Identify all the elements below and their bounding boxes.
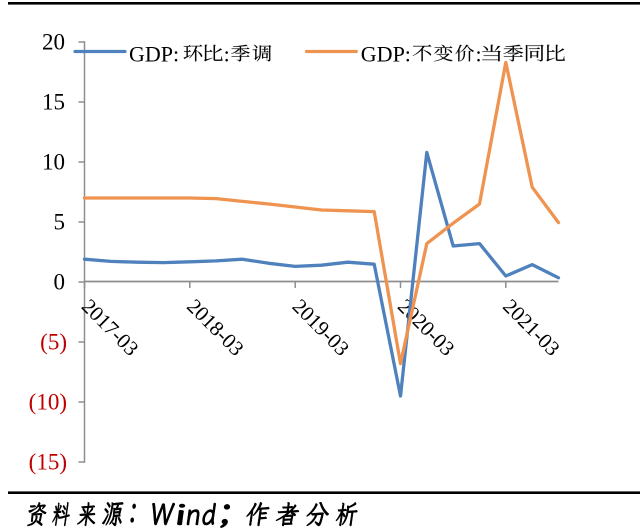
svg-text:GDP:: GDP: (129, 41, 179, 66)
svg-text:(5): (5) (40, 330, 67, 355)
svg-text:GDP:: GDP: (361, 41, 411, 66)
svg-text::: : (476, 41, 482, 66)
svg-text:10: 10 (42, 150, 65, 175)
svg-text:15: 15 (42, 90, 65, 115)
svg-text::: : (224, 41, 230, 66)
svg-text:(15): (15) (29, 450, 67, 475)
svg-text:0: 0 (54, 270, 66, 295)
svg-text:5: 5 (54, 210, 66, 235)
svg-text:(10): (10) (29, 390, 67, 415)
svg-text:20: 20 (42, 30, 65, 55)
